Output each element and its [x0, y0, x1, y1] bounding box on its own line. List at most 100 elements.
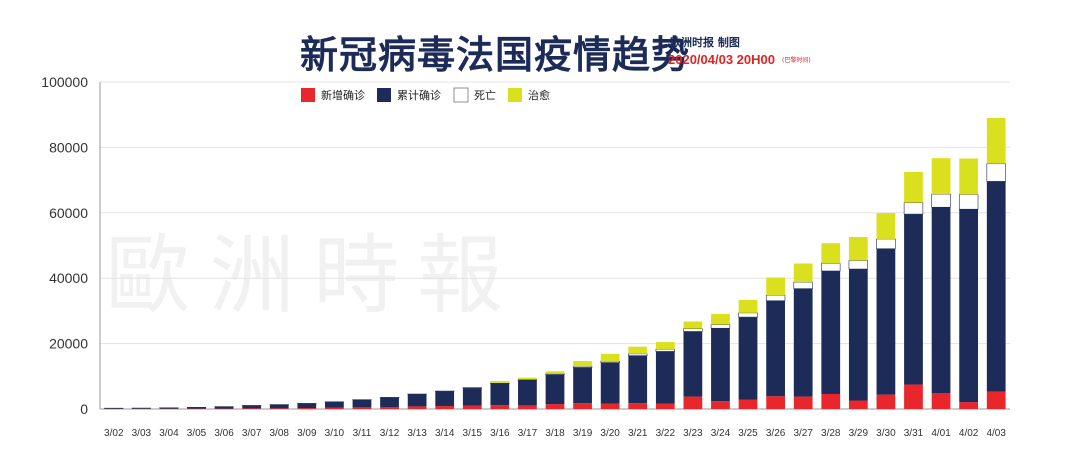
bar-deaths: [986, 163, 1006, 182]
legend-label: 治愈: [528, 88, 550, 102]
y-tick-label: 80000: [49, 139, 88, 155]
bar-new: [352, 407, 372, 409]
bar-recovered: [904, 171, 923, 203]
bar-deaths: [545, 373, 565, 375]
bar-cumulative: [573, 367, 592, 404]
bar-cumulative: [407, 394, 427, 407]
bar-new: [711, 401, 730, 409]
bar-recovered: [738, 299, 758, 313]
legend-swatch: [301, 88, 315, 102]
bar-cumulative: [904, 214, 923, 385]
x-tick-label: 3/24: [711, 428, 731, 439]
bar-deaths: [572, 365, 593, 368]
bar-deaths: [628, 353, 648, 356]
y-tick-label: 100000: [41, 74, 88, 90]
y-tick-label: 60000: [49, 205, 88, 221]
x-tick-label: 3/30: [876, 428, 896, 439]
bar-deaths: [793, 281, 813, 289]
bar-new: [435, 406, 455, 409]
bar-recovered: [821, 243, 841, 264]
timestamp: 2020/04/03 20H00: [668, 52, 775, 67]
bar-new: [766, 396, 785, 409]
y-tick-label: 40000: [49, 270, 88, 286]
bar-recovered: [848, 236, 868, 261]
bar-deaths: [600, 360, 620, 363]
bar-new: [545, 404, 565, 409]
y-tick-label: 20000: [49, 336, 88, 352]
bar-cumulative: [683, 331, 703, 397]
x-tick-label: 3/12: [380, 428, 400, 439]
bar-cumulative: [738, 317, 758, 400]
x-tick-label: 3/22: [656, 428, 676, 439]
x-tick-label: 3/25: [738, 428, 758, 439]
bar-new: [738, 399, 758, 409]
bar-cumulative: [848, 269, 868, 401]
bar-new: [518, 405, 537, 409]
bar-cumulative: [131, 408, 151, 409]
bar-recovered: [490, 381, 510, 384]
bar-cumulative: [242, 405, 262, 409]
publisher-credit: 欧洲时报 制图: [670, 36, 740, 49]
bar-cumulative: [352, 399, 372, 408]
bar-recovered: [683, 321, 703, 329]
bar-cumulative: [380, 397, 399, 408]
bar-cumulative: [214, 406, 234, 409]
bar-new: [821, 393, 841, 409]
bar-recovered: [793, 263, 813, 283]
legend-label: 死亡: [474, 88, 496, 102]
timezone-note: (巴黎时间): [782, 57, 811, 64]
bar-cumulative: [545, 374, 565, 405]
x-tick-label: 3/07: [242, 428, 262, 439]
x-tick-label: 3/04: [159, 428, 179, 439]
x-tick-label: 4/03: [986, 428, 1006, 439]
bar-new: [904, 384, 923, 409]
bar-cumulative: [600, 362, 620, 404]
bar-cumulative: [766, 300, 785, 397]
bar-new: [986, 391, 1006, 409]
bar-cumulative: [325, 401, 344, 408]
x-tick-label: 3/15: [463, 428, 483, 439]
x-tick-label: 3/08: [270, 428, 290, 439]
x-tick-label: 3/19: [573, 428, 593, 439]
bar-new: [407, 406, 427, 409]
x-tick-label: 3/18: [545, 428, 565, 439]
bar-new: [793, 396, 813, 409]
chart-title: 新冠病毒法国疫情趋势: [300, 33, 691, 77]
bar-cumulative: [187, 407, 206, 409]
legend-swatch: [508, 88, 522, 102]
x-tick-label: 3/29: [849, 428, 869, 439]
bar-new: [325, 407, 344, 409]
x-tick-label: 3/11: [353, 428, 372, 439]
bar-recovered: [600, 353, 620, 362]
bar-cumulative: [269, 404, 289, 409]
x-tick-label: 3/31: [904, 428, 924, 439]
bar-deaths: [931, 193, 951, 208]
x-tick-label: 3/06: [214, 428, 234, 439]
bar-cumulative: [821, 271, 841, 394]
bar-recovered: [518, 377, 537, 380]
legend-label: 累计确诊: [397, 88, 441, 102]
bar-cumulative: [462, 388, 482, 406]
x-tick-label: 3/09: [297, 428, 317, 439]
bar-deaths: [903, 202, 924, 215]
bar-cumulative: [628, 355, 648, 404]
bar-recovered: [986, 117, 1006, 164]
x-tick-label: 3/16: [490, 428, 510, 439]
bar-cumulative: [959, 209, 979, 403]
y-tick-label: 0: [80, 401, 88, 417]
bar-cumulative: [655, 351, 675, 404]
bar-deaths: [958, 194, 979, 210]
bar-new: [297, 408, 317, 409]
bar-recovered: [959, 158, 979, 195]
x-tick-label: 3/13: [407, 428, 427, 439]
x-tick-label: 3/20: [600, 428, 620, 439]
watermark: 歐洲時報: [105, 226, 521, 326]
x-tick-label: 3/17: [518, 428, 538, 439]
bar-cumulative: [435, 391, 455, 407]
bar-deaths: [876, 238, 896, 250]
bar-recovered: [931, 158, 951, 195]
x-tick-label: 3/03: [132, 428, 152, 439]
bar-new: [490, 405, 510, 409]
bar-deaths: [848, 260, 869, 270]
bar-recovered: [628, 346, 648, 354]
